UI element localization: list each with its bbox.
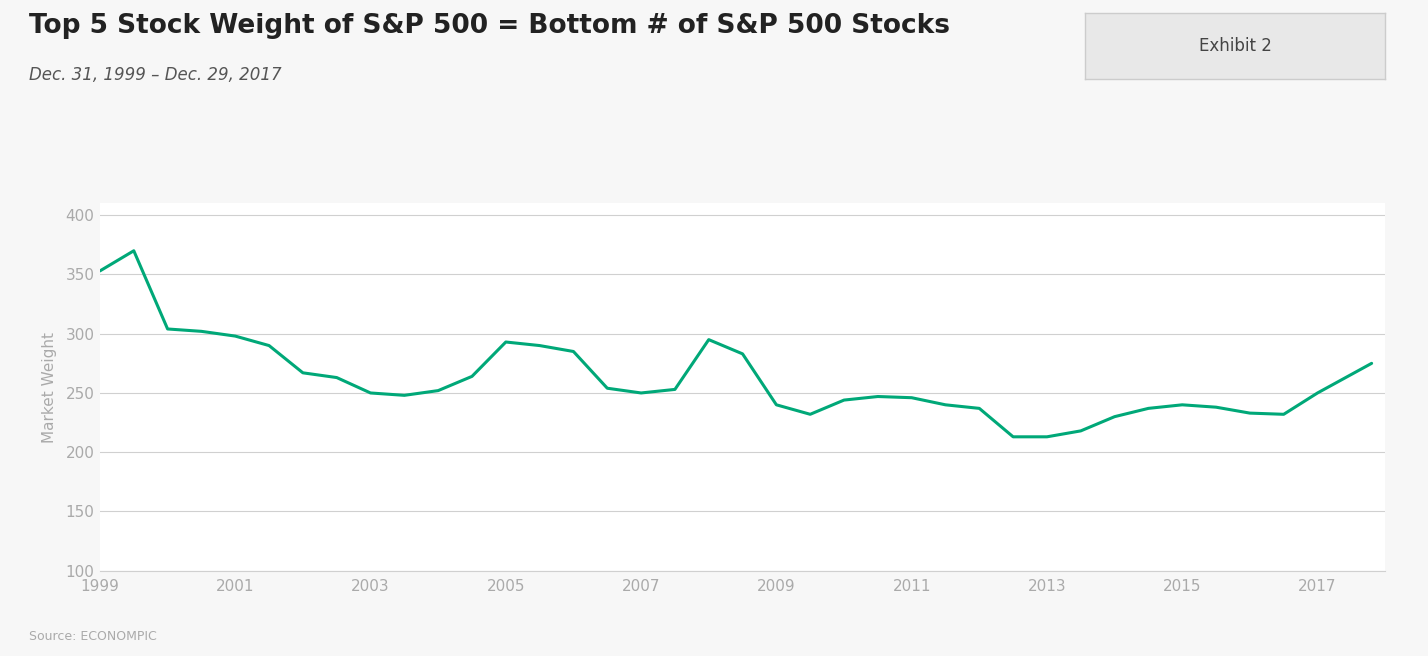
Text: Source: ECONOMPIC: Source: ECONOMPIC <box>29 630 156 643</box>
Text: Dec. 31, 1999 – Dec. 29, 2017: Dec. 31, 1999 – Dec. 29, 2017 <box>29 66 281 83</box>
Text: Top 5 Stock Weight of S&P 500 = Bottom # of S&P 500 Stocks: Top 5 Stock Weight of S&P 500 = Bottom #… <box>29 13 950 39</box>
Y-axis label: Market Weight: Market Weight <box>41 331 57 443</box>
Text: Exhibit 2: Exhibit 2 <box>1198 37 1272 55</box>
